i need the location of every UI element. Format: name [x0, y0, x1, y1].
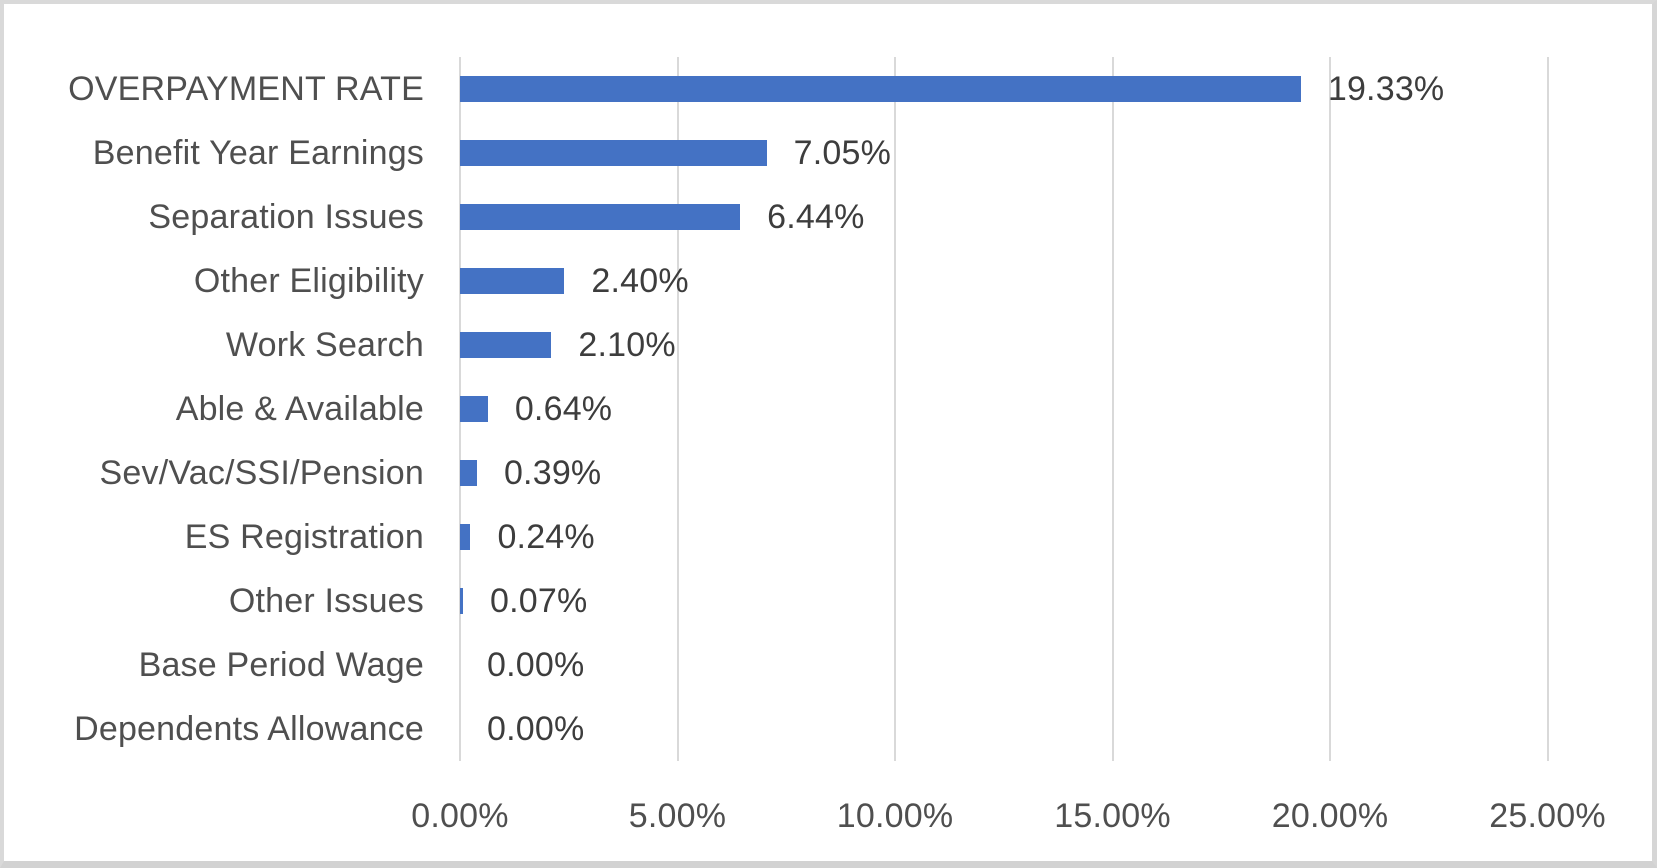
data-label: 0.00%	[487, 645, 585, 684]
bar	[460, 204, 741, 230]
bar	[460, 460, 477, 486]
data-label: 0.00%	[487, 709, 585, 748]
gridline	[1546, 57, 1549, 761]
x-tick-label: 15.00%	[1054, 796, 1171, 835]
category-label: OVERPAYMENT RATE	[68, 69, 424, 108]
data-label: 0.07%	[490, 581, 588, 620]
category-label: Separation Issues	[148, 197, 424, 236]
bar	[460, 332, 552, 358]
category-label: Other Eligibility	[193, 261, 424, 300]
data-label: 0.64%	[514, 389, 613, 428]
category-label: Work Search	[225, 325, 424, 364]
bar	[460, 76, 1301, 102]
bar	[460, 140, 767, 166]
x-tick-label: 25.00%	[1489, 796, 1606, 835]
x-tick-label: 20.00%	[1271, 796, 1389, 835]
x-tick-label: 10.00%	[836, 796, 954, 835]
gridline	[676, 57, 679, 761]
category-label: Dependents Allowance	[74, 709, 424, 748]
data-label: 19.33%	[1327, 69, 1445, 108]
category-label: Benefit Year Earnings	[92, 133, 424, 172]
category-label: Base Period Wage	[138, 645, 424, 684]
data-label: 0.39%	[503, 453, 602, 492]
x-tick-label: 0.00%	[411, 796, 509, 835]
x-tick-label: 5.00%	[628, 796, 727, 835]
gridline	[1111, 57, 1114, 761]
data-label: 2.10%	[578, 325, 676, 364]
bar	[460, 588, 464, 614]
data-label: 2.40%	[591, 261, 689, 300]
gridline	[1329, 57, 1331, 761]
category-label: Sev/Vac/SSI/Pension	[99, 453, 424, 492]
category-label: Other Issues	[228, 581, 424, 620]
data-label: 0.24%	[497, 517, 595, 556]
data-label: 6.44%	[767, 197, 865, 236]
bar	[460, 396, 488, 422]
bar	[460, 268, 565, 294]
category-label: ES Registration	[184, 517, 424, 556]
gridline	[894, 57, 896, 761]
category-label: Able & Available	[175, 389, 424, 428]
data-label: 7.05%	[793, 133, 892, 172]
bar	[460, 524, 471, 550]
